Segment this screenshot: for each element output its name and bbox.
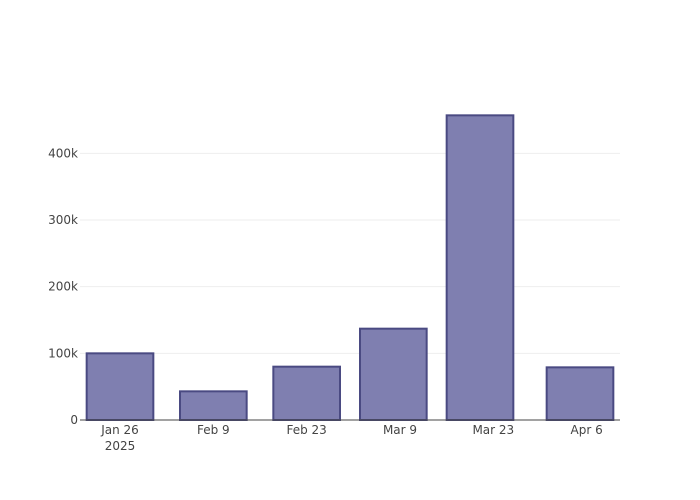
bar bbox=[359, 327, 428, 421]
bar bbox=[85, 352, 155, 422]
x-tick-label: Apr 6 bbox=[571, 423, 603, 437]
bar bbox=[545, 366, 615, 422]
x-axis-ticks: Jan 26 2025 Feb 9 Feb 23 Mar 9 Mar 23 Apr 6 bbox=[100, 423, 603, 453]
x-tick-label: Mar 9 bbox=[383, 423, 417, 437]
x-tick-label: Mar 23 bbox=[472, 423, 514, 437]
y-tick-label: 0 bbox=[70, 413, 78, 427]
x-tick-label: Jan 26 bbox=[100, 423, 139, 437]
bar bbox=[272, 365, 342, 421]
x-tick-label: Feb 9 bbox=[197, 423, 230, 437]
y-axis-ticks: 0 100k 200k 300k 400k bbox=[48, 146, 78, 427]
bar bbox=[445, 114, 515, 421]
y-tick-label: 300k bbox=[48, 213, 78, 227]
grid-lines bbox=[80, 152, 620, 354]
x-tick-label: Feb 23 bbox=[286, 423, 326, 437]
y-tick-label: 200k bbox=[48, 280, 78, 294]
bars bbox=[85, 114, 615, 422]
bar bbox=[179, 390, 248, 422]
x-tick-sublabel: 2025 bbox=[105, 439, 136, 453]
y-tick-label: 100k bbox=[48, 346, 78, 360]
y-tick-label: 400k bbox=[48, 146, 78, 160]
